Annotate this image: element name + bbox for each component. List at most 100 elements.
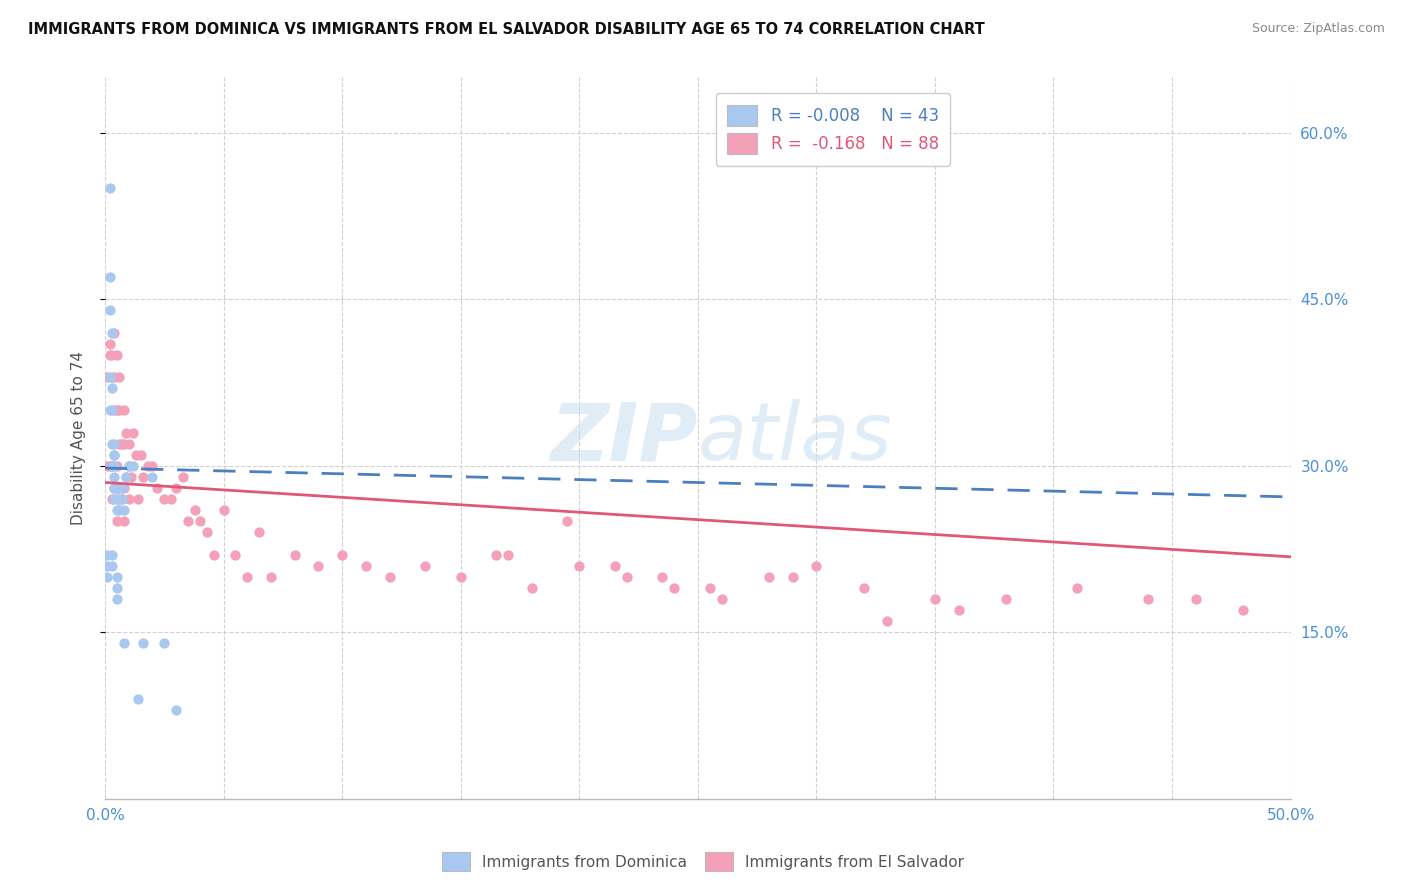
Point	[699, 581, 721, 595]
Point	[108, 481, 131, 495]
Point	[127, 492, 149, 507]
Point	[96, 548, 118, 562]
Point	[132, 636, 155, 650]
Point	[108, 503, 131, 517]
Point	[1066, 581, 1088, 595]
Point	[103, 492, 125, 507]
Point	[110, 492, 132, 507]
Text: atlas: atlas	[697, 399, 893, 477]
Point	[112, 481, 135, 495]
Text: ZIP: ZIP	[550, 399, 697, 477]
Point	[103, 403, 125, 417]
Point	[98, 403, 121, 417]
Point	[108, 370, 131, 384]
Point	[105, 348, 128, 362]
Point	[112, 403, 135, 417]
Point	[98, 458, 121, 473]
Text: IMMIGRANTS FROM DOMINICA VS IMMIGRANTS FROM EL SALVADOR DISABILITY AGE 65 TO 74 : IMMIGRANTS FROM DOMINICA VS IMMIGRANTS F…	[28, 22, 984, 37]
Point	[177, 514, 200, 528]
Point	[108, 403, 131, 417]
Point	[496, 548, 519, 562]
Point	[103, 458, 125, 473]
Point	[153, 636, 176, 650]
Point	[662, 581, 685, 595]
Point	[105, 481, 128, 495]
Point	[101, 381, 124, 395]
Point	[1137, 592, 1160, 607]
Point	[224, 548, 246, 562]
Point	[141, 470, 163, 484]
Point	[330, 548, 353, 562]
Point	[101, 370, 124, 384]
Point	[103, 481, 125, 495]
Point	[184, 503, 207, 517]
Point	[782, 570, 804, 584]
Point	[118, 458, 141, 473]
Point	[165, 703, 187, 717]
Point	[165, 481, 187, 495]
Point	[105, 458, 128, 473]
Point	[153, 492, 176, 507]
Point	[103, 448, 125, 462]
Point	[108, 436, 131, 450]
Point	[129, 448, 152, 462]
Point	[98, 336, 121, 351]
Point	[103, 448, 125, 462]
Point	[110, 481, 132, 495]
Point	[616, 570, 638, 584]
Point	[98, 348, 121, 362]
Point	[103, 436, 125, 450]
Point	[260, 570, 283, 584]
Point	[995, 592, 1018, 607]
Point	[103, 470, 125, 484]
Point	[96, 370, 118, 384]
Point	[105, 514, 128, 528]
Point	[105, 592, 128, 607]
Point	[1232, 603, 1254, 617]
Point	[520, 581, 543, 595]
Point	[141, 458, 163, 473]
Point	[450, 570, 472, 584]
Point	[105, 570, 128, 584]
Point	[103, 481, 125, 495]
Point	[101, 458, 124, 473]
Point	[172, 470, 194, 484]
Point	[557, 514, 579, 528]
Point	[101, 558, 124, 573]
Point	[354, 558, 377, 573]
Point	[115, 470, 138, 484]
Point	[146, 481, 169, 495]
Point	[568, 558, 591, 573]
Point	[122, 425, 145, 440]
Point	[603, 558, 626, 573]
Point	[98, 181, 121, 195]
Point	[105, 503, 128, 517]
Point	[112, 636, 135, 650]
Point	[160, 492, 183, 507]
Point	[103, 481, 125, 495]
Point	[307, 558, 329, 573]
Point	[852, 581, 875, 595]
Point	[108, 503, 131, 517]
Point	[127, 692, 149, 706]
Y-axis label: Disability Age 65 to 74: Disability Age 65 to 74	[72, 351, 86, 525]
Point	[710, 592, 733, 607]
Point	[98, 303, 121, 318]
Point	[112, 514, 135, 528]
Point	[103, 370, 125, 384]
Point	[120, 470, 142, 484]
Point	[806, 558, 828, 573]
Point	[101, 403, 124, 417]
Point	[236, 570, 259, 584]
Point	[188, 514, 211, 528]
Point	[103, 326, 125, 340]
Point	[247, 525, 270, 540]
Point	[105, 481, 128, 495]
Point	[212, 503, 235, 517]
Point	[202, 548, 225, 562]
Point	[118, 458, 141, 473]
Point	[284, 548, 307, 562]
Legend: Immigrants from Dominica, Immigrants from El Salvador: Immigrants from Dominica, Immigrants fro…	[436, 847, 970, 877]
Point	[112, 436, 135, 450]
Point	[108, 492, 131, 507]
